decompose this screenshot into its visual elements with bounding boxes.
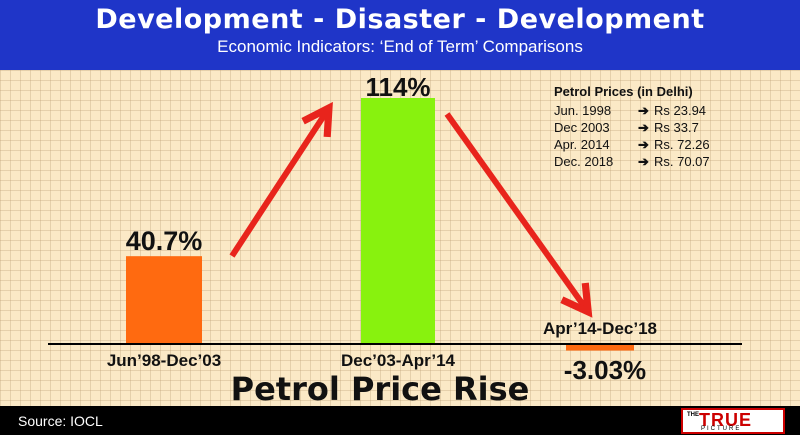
arrow-right-icon: ➔ xyxy=(638,153,649,169)
arrow-right-icon: ➔ xyxy=(638,136,649,152)
legend-row: Dec 2003 ➔ Rs 33.7 xyxy=(554,119,786,136)
category-label: Jun’98-Dec’03 xyxy=(107,351,221,370)
bar xyxy=(361,98,435,344)
source-note: Source: IOCL xyxy=(18,413,103,429)
arrow-right-icon: ➔ xyxy=(638,119,649,135)
logo-small-text: THE xyxy=(687,412,699,418)
data-label: 114% xyxy=(365,72,430,102)
category-label: Apr’14-Dec’18 xyxy=(543,319,657,338)
legend-date: Dec 2003 xyxy=(554,120,610,135)
fall-arrow xyxy=(444,112,593,318)
legend-price: Rs. 70.07 xyxy=(654,154,710,169)
legend-price: Rs 23.94 xyxy=(654,103,707,118)
bar xyxy=(126,256,202,344)
logo-subtext: PICTURE xyxy=(701,426,742,432)
legend-row: Jun. 1998 ➔ Rs 23.94 xyxy=(554,102,786,119)
bar xyxy=(566,344,634,351)
arrow-right-icon: ➔ xyxy=(638,102,649,118)
data-label: -3.03% xyxy=(564,355,646,385)
legend-price: Rs. 72.26 xyxy=(654,137,710,152)
category-label: Dec’03-Apr’14 xyxy=(341,351,456,370)
header-banner: Development - Disaster - Development Eco… xyxy=(0,0,800,70)
legend-date: Apr. 2014 xyxy=(554,137,610,152)
price-legend: Petrol Prices (in Delhi) Jun. 1998 ➔ Rs … xyxy=(554,84,786,170)
legend-price: Rs 33.7 xyxy=(654,120,699,135)
chart-title: Petrol Price Rise xyxy=(231,370,530,406)
legend-title: Petrol Prices (in Delhi) xyxy=(554,84,693,99)
logo-word: TRUE xyxy=(699,410,752,430)
footer-bar: Source: IOCL THE TRUE PICTURE xyxy=(0,406,800,435)
rise-arrow xyxy=(229,101,333,258)
brand-logo: THE TRUE PICTURE xyxy=(681,408,785,434)
legend-date: Dec. 2018 xyxy=(554,154,614,169)
bar-chart: 40.7% 114% -3.03% Jun’98-Dec’03 Dec’03-Apr’1… xyxy=(48,72,742,406)
data-label: 40.7% xyxy=(126,226,203,256)
page-title: Development - Disaster - Development xyxy=(95,4,705,35)
legend-date: Jun. 1998 xyxy=(554,103,612,118)
legend-row: Dec. 2018 ➔ Rs. 70.07 xyxy=(554,153,786,170)
page-subtitle: Economic Indicators: ‘End of Term’ Compa… xyxy=(217,37,583,56)
legend-row: Apr. 2014 ➔ Rs. 72.26 xyxy=(554,136,786,153)
